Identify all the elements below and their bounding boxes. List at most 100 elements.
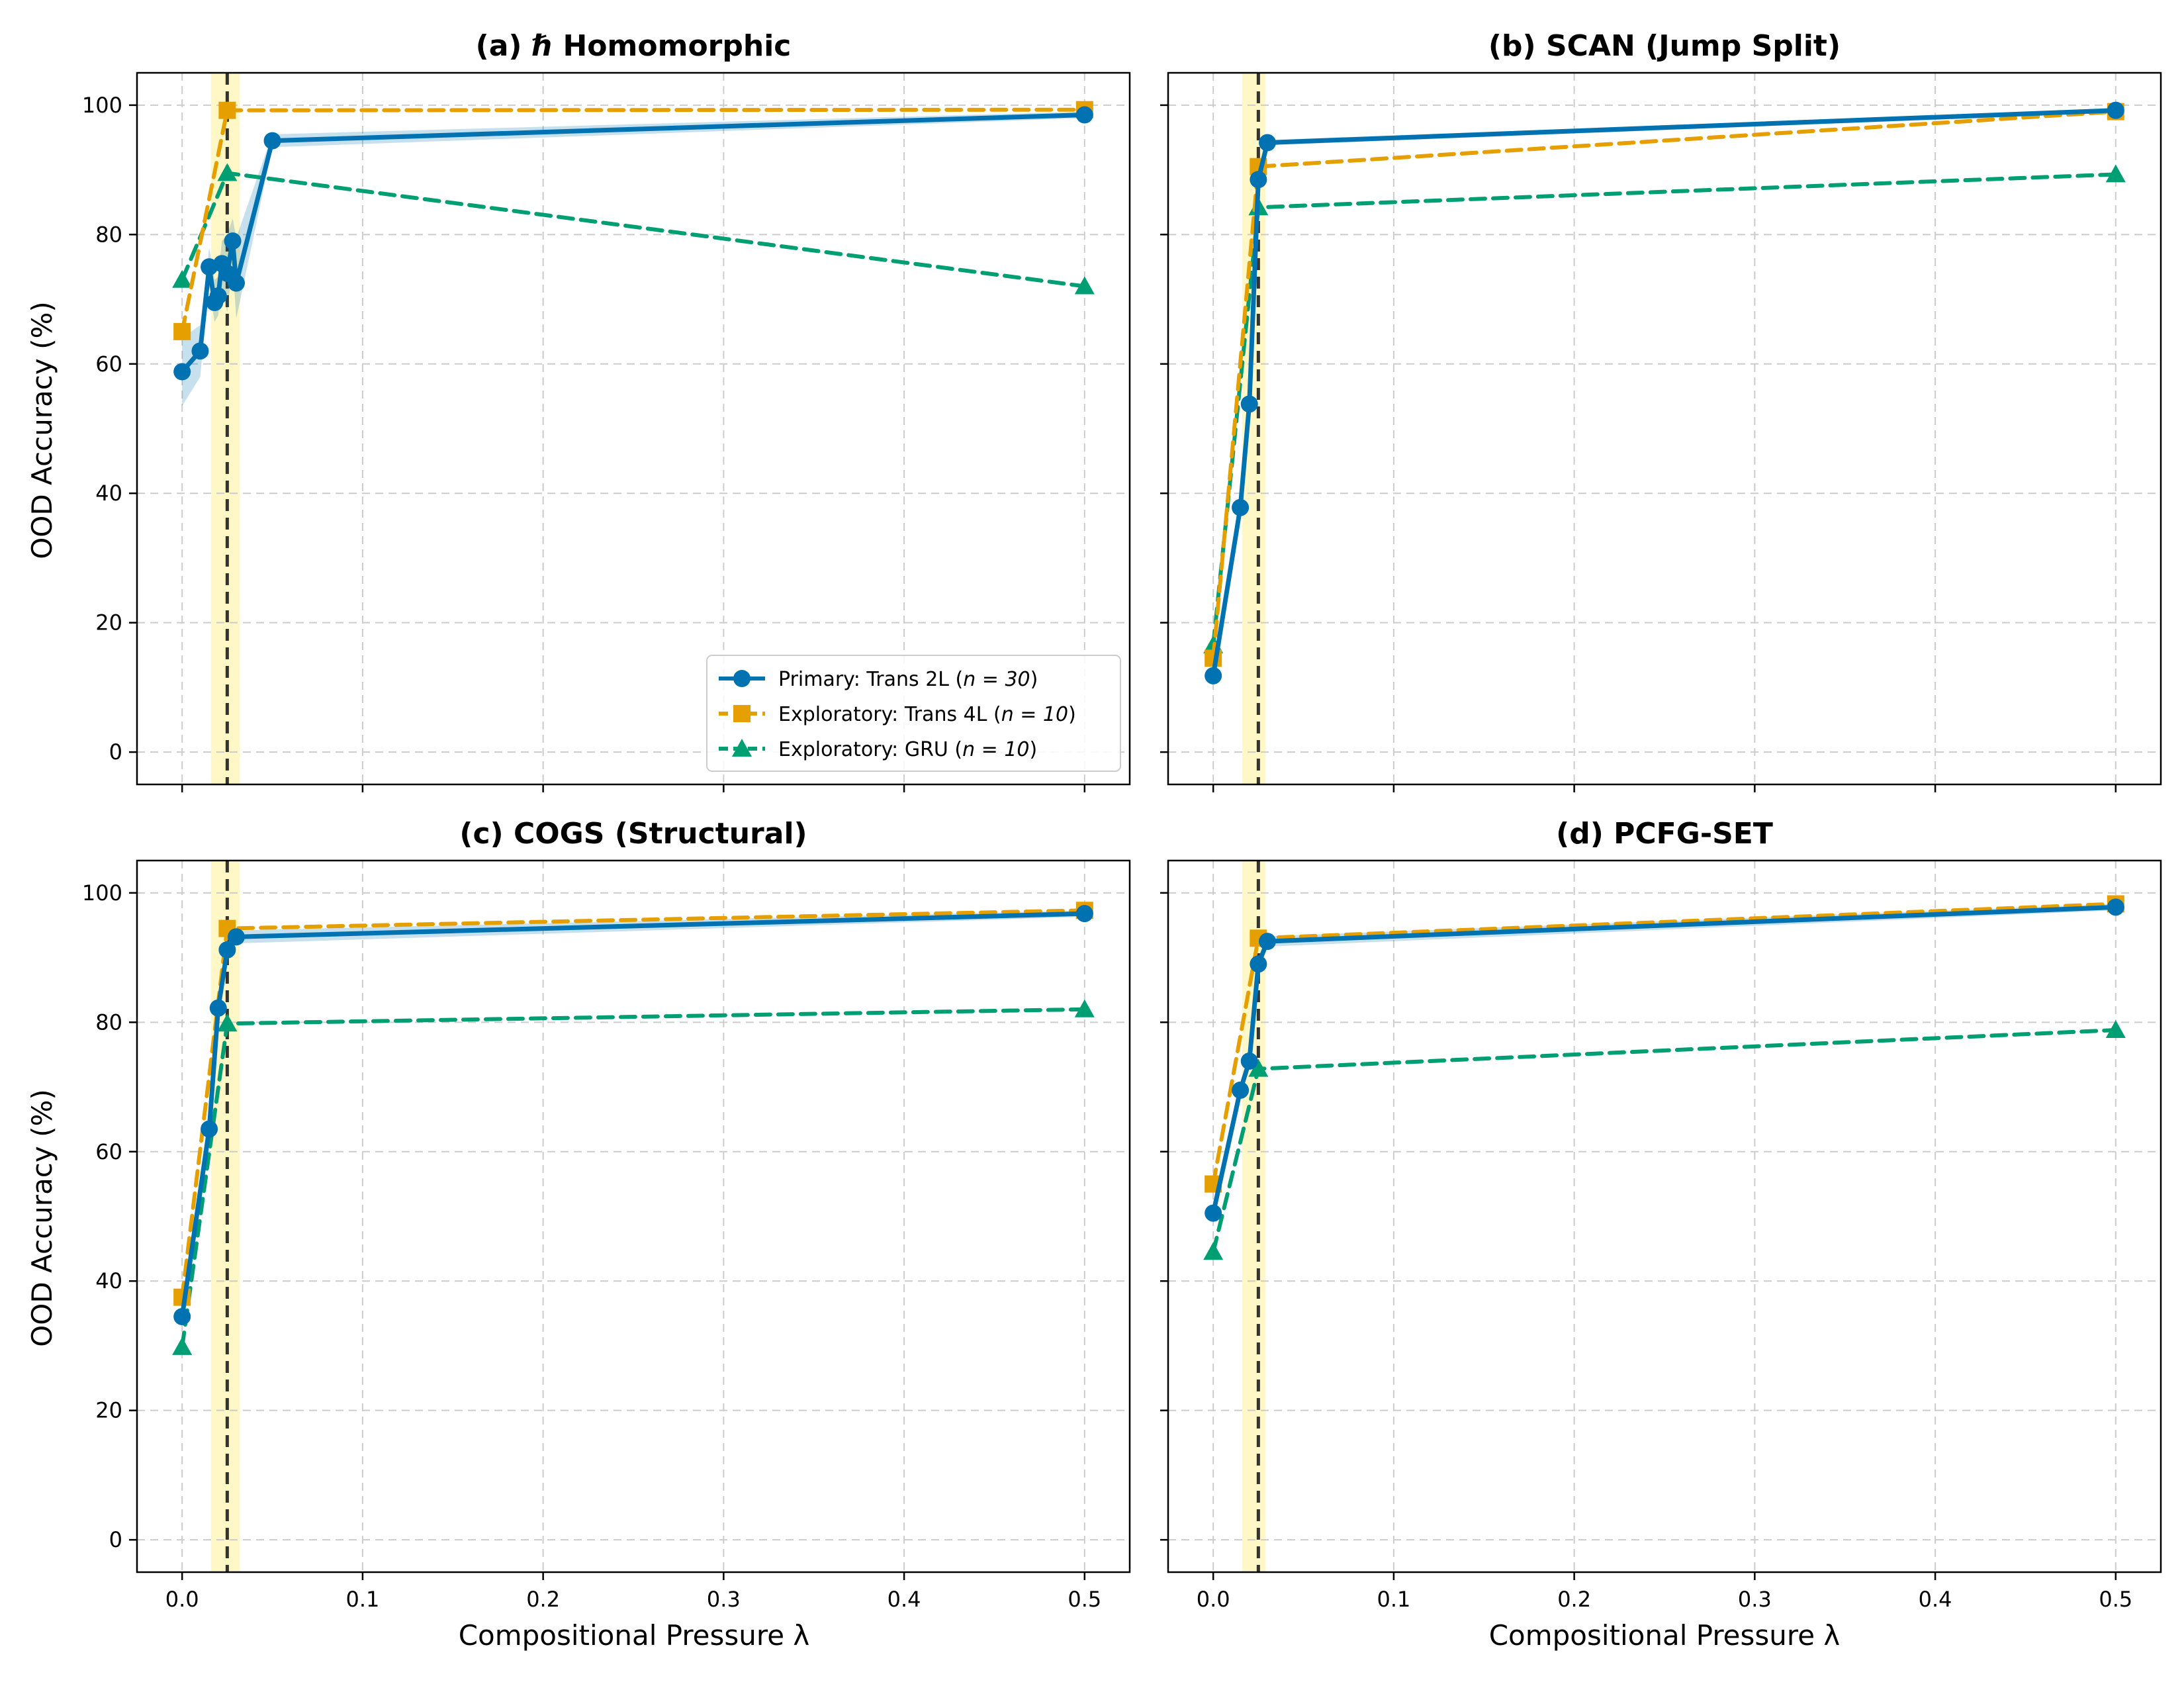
- legend-marker-gru: [732, 739, 752, 757]
- y-tick-label: 0: [109, 1527, 122, 1552]
- x-tick-label: 0.1: [1377, 1587, 1410, 1612]
- x-tick-label: 0.3: [1738, 1587, 1772, 1612]
- data-point-primary: [173, 363, 191, 381]
- x-tick-label: 0.5: [2099, 1587, 2132, 1612]
- axes-frame: [1167, 71, 2162, 786]
- legend-label-suffix: ): [1030, 738, 1038, 761]
- data-point-primary: [2107, 101, 2124, 119]
- plot-area: [172, 101, 1095, 406]
- legend-box: [706, 655, 1121, 772]
- data-point-primary: [1250, 171, 1267, 189]
- data-point-primary: [209, 287, 227, 305]
- x-tick-label: 0.4: [887, 1587, 921, 1612]
- legend-label-prefix: Primary: Trans 2L (: [778, 668, 963, 691]
- data-point-gru: [1074, 276, 1095, 295]
- data-point-primary: [1240, 395, 1258, 413]
- data-point-primary: [1259, 933, 1276, 951]
- data-point-trans4l: [173, 322, 191, 340]
- y-tick-label: 20: [95, 1398, 122, 1423]
- legend-label-n: n = 30: [963, 668, 1030, 691]
- panel-title: (b) SCAN (Jump Split): [1488, 29, 1841, 63]
- y-tick-label: 80: [95, 222, 122, 247]
- threshold-band: [210, 861, 240, 1572]
- legend-label-n: n = 10: [1001, 703, 1068, 726]
- x-tick-label: 0.2: [526, 1587, 560, 1612]
- panel-a: 0 20 40 60 80 100 (a) ℏ Homomorphic: [82, 29, 1131, 792]
- legend-label-trans4l: Exploratory: Trans 4L (n = 10): [778, 703, 1076, 726]
- threshold-band: [1242, 861, 1266, 1572]
- panels: 0 20 40 60 80 100 (a) ℏ Homomorphic (b) SCAN (J…: [82, 29, 2162, 1612]
- x-tick-label: 0.4: [1919, 1587, 1952, 1612]
- data-point-primary: [1205, 667, 1222, 684]
- legend-label-prefix: Exploratory: Trans 4L (: [778, 703, 1001, 726]
- threshold-band: [210, 73, 240, 784]
- data-point-primary: [218, 941, 236, 959]
- y-tick-label: 40: [95, 481, 122, 506]
- legend-marker-trans4l: [733, 705, 751, 722]
- legend-label-suffix: ): [1030, 668, 1038, 691]
- data-point-primary: [191, 342, 209, 360]
- data-point-primary: [1075, 905, 1093, 923]
- data-point-gru: [217, 163, 238, 181]
- y-axis-label-bottom: OOD Accuracy (%): [26, 1089, 58, 1347]
- x-tick-label: 0.2: [1557, 1587, 1591, 1612]
- data-point-primary: [263, 132, 281, 150]
- data-point-primary: [1232, 1081, 1250, 1099]
- y-axis-label-top: OOD Accuracy (%): [26, 301, 58, 559]
- data-point-primary: [1232, 498, 1250, 516]
- x-axis-label-left: Compositional Pressure λ: [459, 1619, 810, 1652]
- legend-label-prefix: Exploratory: GRU (: [778, 738, 962, 761]
- y-tick-label: 40: [95, 1268, 122, 1293]
- plot-area: [1203, 101, 2126, 684]
- data-point-gru: [2105, 164, 2126, 183]
- data-point-primary: [228, 928, 245, 946]
- x-tick-label: 0.5: [1068, 1587, 1101, 1612]
- data-point-primary: [1205, 1204, 1222, 1222]
- data-point-trans4l: [218, 101, 236, 119]
- panel-b: (b) SCAN (Jump Split): [1160, 29, 2162, 792]
- data-point-primary: [224, 232, 242, 250]
- legend-label-suffix: ): [1068, 703, 1076, 726]
- data-point-gru: [2105, 1020, 2126, 1039]
- panel-title: (d) PCFG-SET: [1556, 817, 1773, 851]
- legend: Primary: Trans 2L (n = 30)Exploratory: T…: [706, 655, 1121, 772]
- data-point-gru: [217, 1013, 238, 1032]
- legend-marker-primary: [733, 670, 751, 687]
- plot-area: [172, 902, 1095, 1355]
- x-tick-label: 0.0: [165, 1587, 199, 1612]
- data-point-primary: [173, 1307, 191, 1325]
- data-point-primary: [228, 274, 245, 292]
- y-tick-label: 100: [82, 93, 122, 118]
- panel-d: 0.0 0.1 0.2 0.3 0.4 0.5 (d) PCFG-SET: [1160, 817, 2162, 1612]
- panel-c: 0.0 0.1 0.2 0.3 0.4 0.5 0 20 40 60 80 100 (c) COGS (…: [82, 817, 1131, 1612]
- data-point-primary: [1259, 134, 1276, 152]
- x-tick-label: 0.1: [345, 1587, 379, 1612]
- panel-title: (c) COGS (Structural): [459, 817, 807, 851]
- y-tick-label: 20: [95, 610, 122, 635]
- legend-label-primary: Primary: Trans 2L (n = 30): [778, 668, 1038, 691]
- y-tick-label: 60: [95, 1139, 122, 1164]
- x-tick-label: 0.0: [1197, 1587, 1230, 1612]
- legend-label-n: n = 10: [962, 738, 1029, 761]
- data-point-primary: [1240, 1052, 1258, 1070]
- y-tick-label: 100: [82, 880, 122, 906]
- panel-title: (a) ℏ Homomorphic: [476, 29, 792, 63]
- axes-frame: [136, 859, 1131, 1573]
- data-point-gru: [1074, 999, 1095, 1017]
- axes-frame: [1167, 859, 2162, 1573]
- y-tick-label: 60: [95, 352, 122, 377]
- legend-label-gru: Exploratory: GRU (n = 10): [778, 738, 1037, 761]
- series-line-primary: [1210, 108, 2118, 679]
- y-tick-label: 80: [95, 1009, 122, 1035]
- data-point-gru: [172, 269, 193, 288]
- data-point-gru: [1248, 1058, 1269, 1077]
- series-line-primary: [179, 911, 1087, 1319]
- x-axis-label-right: Compositional Pressure λ: [1489, 1619, 1841, 1652]
- y-tick-label: 0: [109, 739, 122, 765]
- data-point-primary: [1075, 106, 1093, 124]
- x-tick-label: 0.3: [707, 1587, 741, 1612]
- data-point-gru: [172, 1336, 193, 1355]
- plot-area: [1203, 895, 2126, 1260]
